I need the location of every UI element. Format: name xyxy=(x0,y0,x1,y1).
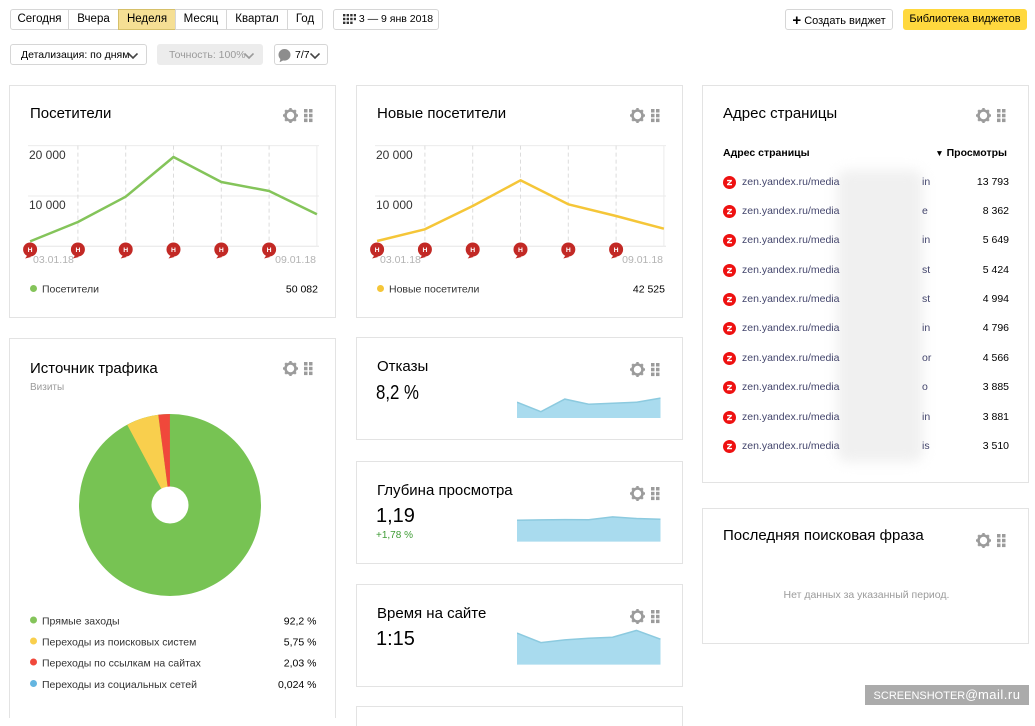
svg-text:2,03 %: 2,03 % xyxy=(284,658,317,670)
svg-text:03.01.18: 03.01.18 xyxy=(33,254,74,266)
svg-text:Новые посетители: Новые посетители xyxy=(389,284,480,296)
svg-text:5,75 %: 5,75 % xyxy=(284,637,317,649)
svg-text:10 000: 10 000 xyxy=(376,198,413,212)
svg-text:Прямые заходы: Прямые заходы xyxy=(42,616,120,628)
svg-text:42 525: 42 525 xyxy=(633,284,665,296)
svg-text:Посетители: Посетители xyxy=(42,284,99,296)
svg-text:03.01.18: 03.01.18 xyxy=(380,254,421,266)
svg-text:20 000: 20 000 xyxy=(376,148,413,162)
svg-text:Переходы из социальных сетей: Переходы из социальных сетей xyxy=(42,679,197,691)
svg-text:09.01.18: 09.01.18 xyxy=(622,254,663,266)
svg-text:Переходы из поисковых систем: Переходы из поисковых систем xyxy=(42,637,196,649)
svg-text:0,024 %: 0,024 % xyxy=(278,679,317,691)
svg-text:20 000: 20 000 xyxy=(29,148,66,162)
svg-text:92,2 %: 92,2 % xyxy=(284,616,317,628)
svg-text:Переходы по ссылкам на сайтах: Переходы по ссылкам на сайтах xyxy=(42,658,202,670)
svg-text:09.01.18: 09.01.18 xyxy=(275,254,316,266)
svg-text:50 082: 50 082 xyxy=(286,284,318,296)
svg-text:10 000: 10 000 xyxy=(29,198,66,212)
